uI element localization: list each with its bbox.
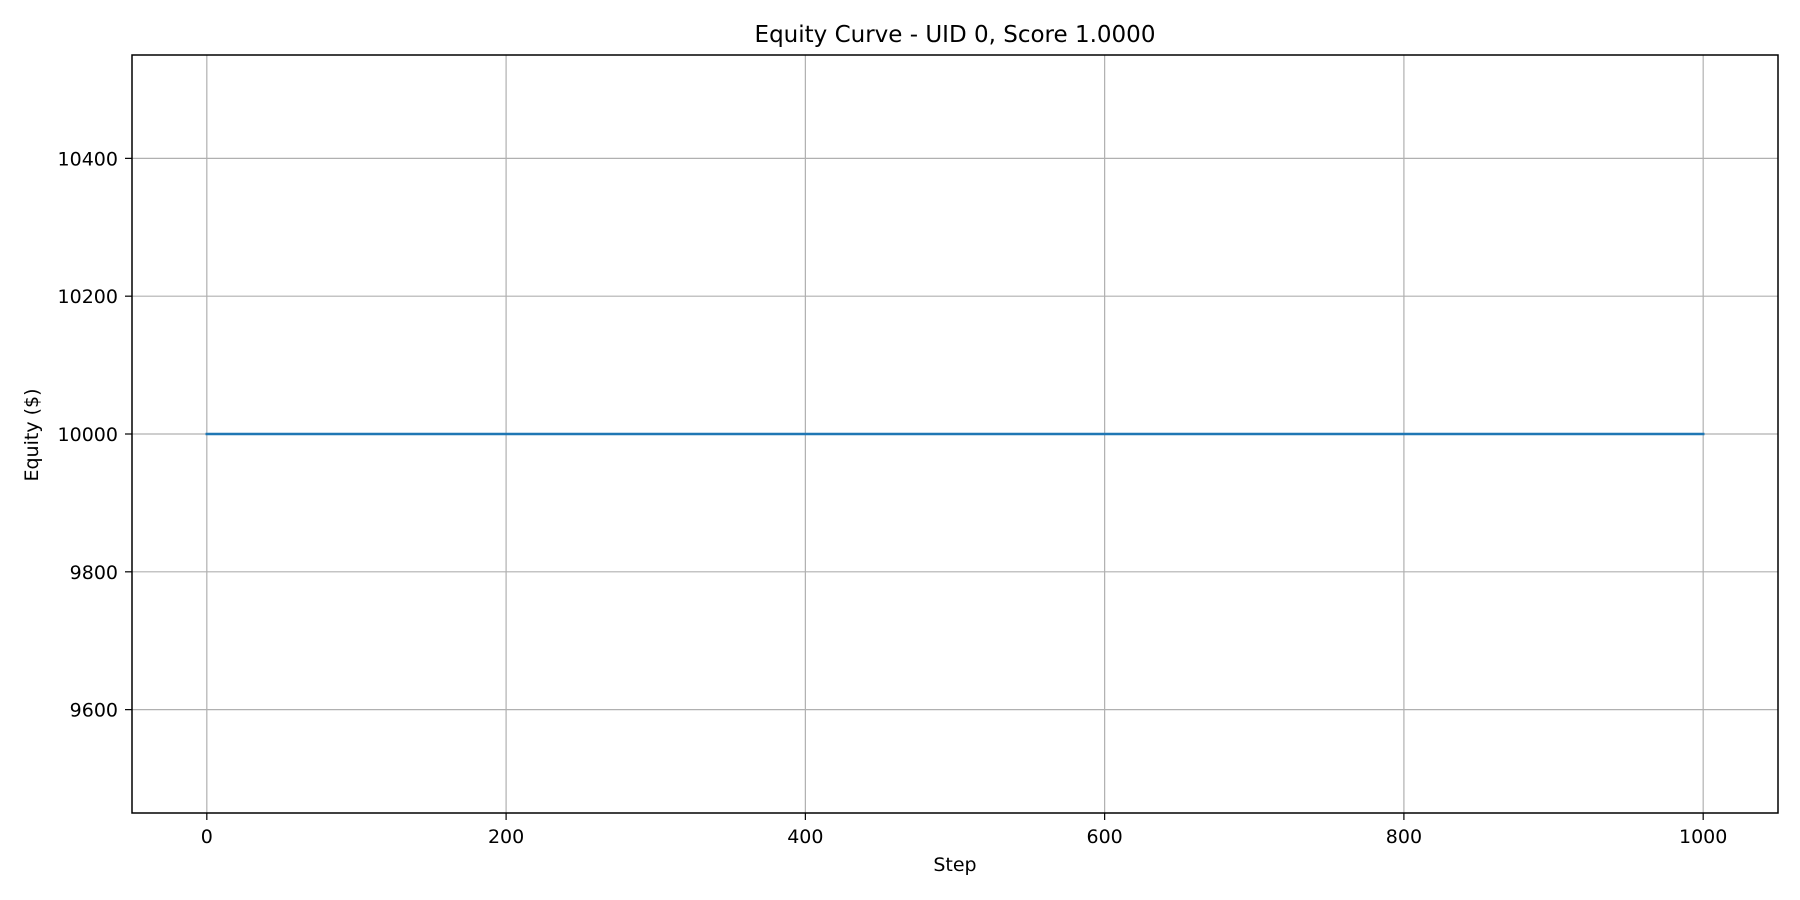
y-tick-label: 9600 xyxy=(70,700,118,722)
ticks: 0 200 400 600 800 1000 9600 9800 10000 10200 10400 xyxy=(58,148,1728,848)
y-tick-label: 9800 xyxy=(70,562,118,584)
x-tick-label: 0 xyxy=(201,826,213,848)
x-tick-label: 600 xyxy=(1087,826,1123,848)
y-axis-label: Equity ($) xyxy=(21,388,43,481)
x-tick-label: 800 xyxy=(1386,826,1422,848)
x-axis-label: Step xyxy=(933,854,976,876)
y-tick-label: 10000 xyxy=(58,424,118,446)
x-tick-label: 200 xyxy=(488,826,524,848)
chart-title: Equity Curve - UID 0, Score 1.0000 xyxy=(755,22,1156,48)
y-tick-label: 10200 xyxy=(58,286,118,308)
x-tick-label: 400 xyxy=(787,826,823,848)
y-tick-label: 10400 xyxy=(58,148,118,170)
x-tick-label: 1000 xyxy=(1679,826,1727,848)
